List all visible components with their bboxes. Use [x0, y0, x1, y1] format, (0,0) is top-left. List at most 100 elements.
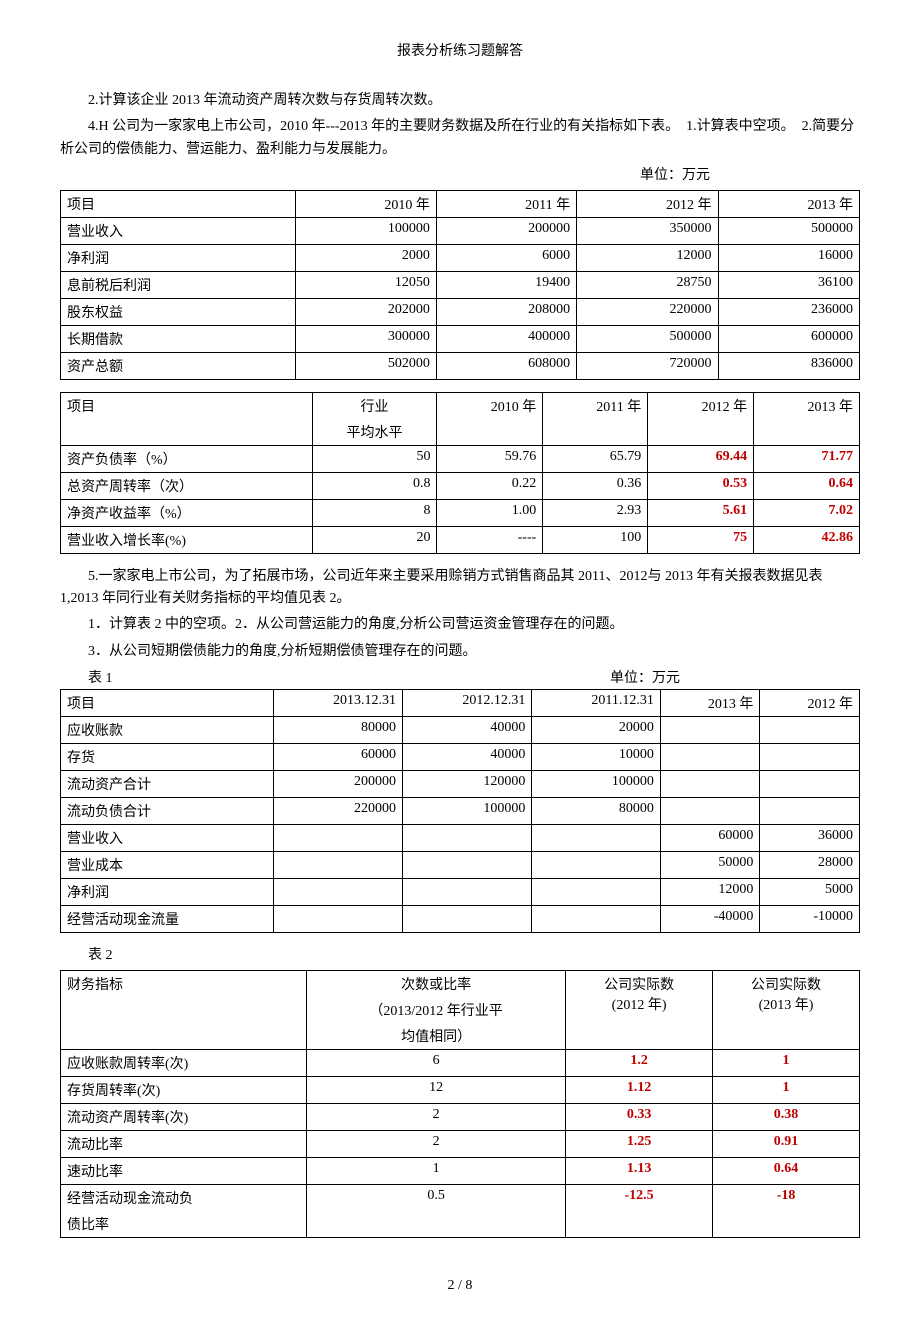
cell: 1: [713, 1076, 860, 1103]
cell: [760, 771, 860, 798]
cell: 236000: [718, 298, 859, 325]
cell: 2012 年: [760, 690, 860, 717]
cell: 项目: [61, 392, 313, 445]
cell: 1.25: [566, 1130, 713, 1157]
cell: 500000: [577, 325, 718, 352]
cell: 36000: [760, 825, 860, 852]
cell: 71.77: [754, 445, 860, 472]
cell: 1.12: [566, 1076, 713, 1103]
cell: 200000: [273, 771, 402, 798]
table-3-report-data: 项目 2013.12.31 2012.12.31 2011.12.31 2013…: [60, 689, 860, 933]
cell: 28000: [760, 852, 860, 879]
cell: [760, 798, 860, 825]
cell: 2010 年: [295, 190, 436, 217]
cell: （2013/2012 年行业平: [307, 997, 566, 1023]
table-row: 经营活动现金流量-40000-10000: [61, 906, 860, 933]
table-row: 流动资产合计200000120000100000: [61, 771, 860, 798]
cell: [403, 906, 532, 933]
table-row: 资产负债率（%）5059.7665.7969.4471.77: [61, 445, 860, 472]
cell: 次数或比率: [307, 970, 566, 997]
cell: 59.76: [437, 445, 543, 472]
cell: 2013 年: [718, 190, 859, 217]
cell: 75: [648, 526, 754, 553]
cell: 2: [307, 1130, 566, 1157]
cell: 12050: [295, 271, 436, 298]
cell: [273, 852, 402, 879]
cell: -12.5: [566, 1184, 713, 1211]
cell: 20000: [532, 717, 660, 744]
cell: 12: [307, 1076, 566, 1103]
cell: 0.64: [754, 472, 860, 499]
cell: 10000: [532, 744, 660, 771]
table-row: 净利润200060001200016000: [61, 244, 860, 271]
cell: [273, 825, 402, 852]
cell: 1: [713, 1049, 860, 1076]
table-row: 流动比率21.250.91: [61, 1130, 860, 1157]
cell: [532, 825, 660, 852]
cell: 营业收入: [61, 825, 274, 852]
cell: 208000: [436, 298, 576, 325]
cell: 12000: [660, 879, 760, 906]
cell: 债比率: [61, 1211, 307, 1238]
table-row: 净利润120005000: [61, 879, 860, 906]
cell: 行业: [312, 392, 437, 419]
cell: 0.38: [713, 1103, 860, 1130]
cell: 0.33: [566, 1103, 713, 1130]
cell: 120000: [403, 771, 532, 798]
cell: [273, 906, 402, 933]
table-row: 长期借款300000400000500000600000: [61, 325, 860, 352]
cell: 600000: [718, 325, 859, 352]
cell: 营业收入增长率(%): [61, 526, 313, 553]
table-row: 项目 2013.12.31 2012.12.31 2011.12.31 2013…: [61, 690, 860, 717]
cell: 2013 年: [660, 690, 760, 717]
table-row: 存货周转率(次)121.121: [61, 1076, 860, 1103]
cell: [566, 1211, 713, 1238]
cell: -40000: [660, 906, 760, 933]
cell: 300000: [295, 325, 436, 352]
table-row: 财务指标 次数或比率 公司实际数(2012 年) 公司实际数(2013 年): [61, 970, 860, 997]
unit-label-1: 单位：万元: [60, 165, 860, 187]
cell: [307, 1211, 566, 1238]
cell: 总资产周转率（次）: [61, 472, 313, 499]
cell: 50: [312, 445, 437, 472]
cell: 流动负债合计: [61, 798, 274, 825]
cell: 2011.12.31: [532, 690, 660, 717]
cell: 200000: [436, 217, 576, 244]
table-row: 股东权益202000208000220000236000: [61, 298, 860, 325]
table-row: 资产总额502000608000720000836000: [61, 352, 860, 379]
cell: 40000: [403, 744, 532, 771]
table-row: 净资产收益率（%）81.002.935.617.02: [61, 499, 860, 526]
cell: 1: [307, 1157, 566, 1184]
cell: 流动资产周转率(次): [61, 1103, 307, 1130]
cell: 股东权益: [61, 298, 296, 325]
cell: 0.53: [648, 472, 754, 499]
cell: 220000: [273, 798, 402, 825]
cell: [273, 879, 402, 906]
cell: 2013 年: [754, 392, 860, 445]
paragraph-q4: 4.H 公司为一家家电上市公司，2010 年---2013 年的主要财务数据及所…: [60, 116, 860, 161]
cell: 息前税后利润: [61, 271, 296, 298]
cell: [532, 852, 660, 879]
cell: 平均水平: [312, 419, 437, 446]
cell: 1.00: [437, 499, 543, 526]
cell: 720000: [577, 352, 718, 379]
table-row: 总资产周转率（次）0.80.220.360.530.64: [61, 472, 860, 499]
cell: [403, 825, 532, 852]
cell: 经营活动现金流动负: [61, 1184, 307, 1211]
table-3-labels: 表 1 单位：万元: [60, 667, 860, 687]
cell: -10000: [760, 906, 860, 933]
cell: 20: [312, 526, 437, 553]
cell: [660, 798, 760, 825]
cell: 36100: [718, 271, 859, 298]
cell: 2: [307, 1103, 566, 1130]
cell: 速动比率: [61, 1157, 307, 1184]
cell: 2012.12.31: [403, 690, 532, 717]
table-row: 债比率: [61, 1211, 860, 1238]
cell: [713, 1211, 860, 1238]
cell: 公司实际数(2013 年): [713, 970, 860, 1049]
cell: 存货: [61, 744, 274, 771]
cell: [660, 717, 760, 744]
cell: 100000: [532, 771, 660, 798]
cell: 2.93: [543, 499, 648, 526]
cell: 净利润: [61, 879, 274, 906]
